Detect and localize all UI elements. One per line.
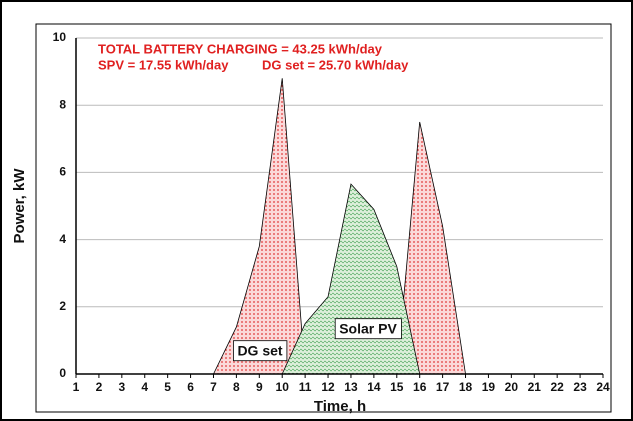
y-tick-label: 6 (59, 165, 66, 179)
y-tick-label: 4 (59, 232, 66, 246)
x-tick-label: 4 (141, 380, 148, 394)
x-tick-label: 7 (210, 380, 217, 394)
y-tick-label: 10 (53, 30, 67, 44)
series-label-box (233, 340, 288, 362)
x-tick-label: 1 (73, 380, 80, 394)
y-tick-label: 0 (59, 366, 66, 380)
x-tick-label: 6 (187, 380, 194, 394)
x-tick-label: 20 (505, 380, 519, 394)
x-tick-label: 23 (573, 380, 587, 394)
y-tick-label: 8 (59, 97, 66, 111)
series-label: DG set (237, 343, 282, 359)
x-tick-label: 14 (367, 380, 381, 394)
series-label: Solar PV (339, 321, 397, 337)
y-axis-label: Power, kW (11, 168, 28, 244)
x-tick-label: 10 (276, 380, 290, 394)
y-tick-label: 2 (59, 299, 66, 313)
x-tick-label: 3 (118, 380, 125, 394)
x-tick-label: 11 (299, 380, 312, 394)
x-tick-label: 5 (164, 380, 171, 394)
x-tick-label: 8 (233, 380, 240, 394)
x-tick-label: 15 (390, 380, 404, 394)
x-tick-label: 21 (528, 380, 542, 394)
x-tick-label: 2 (96, 380, 103, 394)
x-tick-label: 24 (596, 380, 610, 394)
annotation: TOTAL BATTERY CHARGING = 43.25 kWh/day (98, 41, 383, 56)
annotation: SPV = 17.55 kWh/day (98, 57, 229, 72)
x-tick-label: 22 (550, 380, 564, 394)
x-tick-label: 18 (459, 380, 473, 394)
plot-area (35, 23, 612, 413)
x-tick-label: 13 (344, 380, 358, 394)
x-tick-label: 12 (321, 380, 335, 394)
annotation: DG set = 25.70 kWh/day (262, 57, 409, 72)
x-tick-label: 19 (482, 380, 496, 394)
x-tick-label: 17 (436, 380, 450, 394)
x-tick-label: 16 (413, 380, 427, 394)
x-axis-label: Time, h (314, 398, 366, 415)
series-label-box (334, 318, 402, 340)
x-tick-label: 9 (256, 380, 263, 394)
